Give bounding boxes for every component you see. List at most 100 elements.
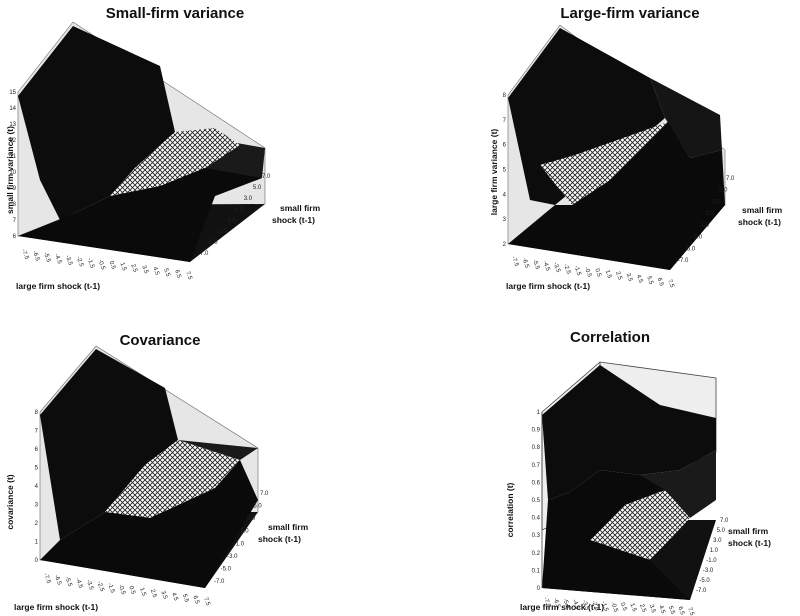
x-tick-label: -5.5: [42, 252, 51, 264]
z-tick-label: 4: [35, 484, 39, 490]
surface-lower-region: [40, 460, 258, 588]
y-axis-label-line1: small firm: [742, 205, 783, 215]
y-axis: -7.0 -5.0 -3.0 -1.0 1.0 3.0 5.0 7.0: [214, 491, 269, 585]
surface-right-slope: [178, 440, 258, 460]
x-tick-label: 1.5: [119, 262, 128, 273]
surface-lower-region: [542, 470, 690, 600]
z-tick-label: 0.7: [532, 463, 541, 469]
x-tick-label: 0.5: [127, 585, 136, 596]
panel-large-firm-variance: Large-firm variance 2 3 4 5 6 7 8 large firm v…: [489, 5, 783, 291]
z-tick-label: 7: [35, 429, 39, 435]
x-tick-label: 4.5: [657, 605, 666, 616]
x-tick-label: -4.5: [571, 599, 580, 611]
z-tick-label: 3: [503, 217, 507, 223]
z-tick-label: 8: [503, 93, 507, 99]
z-axis: 0 0.1 0.2 0.3 0.4 0.5 0.6 0.7 0.8 0.9 1: [532, 410, 541, 592]
z-tick-label: 14: [9, 106, 16, 112]
z-tick-label: 0: [35, 558, 39, 564]
surface-hatched-region: [590, 490, 690, 560]
y-tick-label: -3.0: [216, 229, 227, 235]
y-tick-label: 3.0: [713, 538, 722, 544]
z-tick-label: 0.2: [532, 551, 541, 557]
x-tick-label: -2.5: [75, 256, 84, 268]
x-tick-label: -2.5: [590, 600, 599, 612]
x-tick-label: -3.5: [552, 262, 561, 274]
z-tick-label: 3: [35, 503, 39, 509]
y-axis-label-line2: shock (t-1): [738, 217, 781, 227]
y-tick-label: 1.0: [705, 211, 714, 217]
x-tick-label: 7.5: [666, 279, 675, 290]
surface-ridge: [650, 78, 722, 158]
z-axis: 2 3 4 5 6 7 8: [503, 93, 507, 248]
z-tick-label: 5: [35, 466, 39, 472]
y-tick-label: 5.0: [253, 185, 262, 191]
y-tick-label: -1.0: [699, 223, 710, 229]
z-tick-label: 7: [503, 118, 507, 124]
x-tick-label: 5.5: [667, 605, 676, 616]
chart-title: Large-firm variance: [560, 5, 699, 22]
x-tick-label: -0.5: [609, 601, 618, 613]
z-tick-label: 2: [503, 242, 507, 248]
z-axis-label: correlation (t): [505, 482, 515, 537]
x-axis: -7.5 -6.5 -5.5 -4.5 -3.5 -2.5 -1.5 -0.5 0.5 1.5 2.…: [510, 256, 675, 290]
x-axis-label: large firm shock (t-1): [16, 281, 100, 291]
x-tick-label: -5.5: [561, 598, 570, 610]
surface-upper-sheet: [542, 365, 716, 500]
y-tick-label: 1.0: [235, 207, 244, 213]
z-tick-label: 1: [35, 540, 39, 546]
z-tick-label: 6: [35, 447, 39, 453]
z-tick-label: 10: [9, 170, 16, 176]
z-tick-label: 0.5: [532, 498, 541, 504]
x-tick-label: 7.5: [184, 271, 193, 282]
x-tick-label: 4.5: [170, 592, 179, 603]
y-tick-label: -5.0: [207, 240, 218, 246]
surface-hatched-region: [540, 122, 668, 205]
z-tick-label: 0.4: [532, 516, 541, 522]
x-tick-label: -1.5: [573, 265, 582, 277]
z-axis: 0 1 2 3 4 5 6 7 8: [35, 410, 39, 564]
x-tick-label: 2.5: [129, 263, 138, 274]
y-tick-label: -7.0: [696, 588, 707, 594]
x-tick-label: 2.5: [614, 271, 623, 282]
z-tick-label: 0.9: [532, 428, 541, 434]
x-tick-label: -0.5: [97, 259, 106, 271]
chart-title: Correlation: [570, 329, 650, 346]
surface-lower-region: [18, 168, 262, 262]
z-tick-label: 12: [9, 138, 16, 144]
z-tick-label: 0: [537, 586, 541, 592]
x-tick-label: 4.5: [151, 266, 160, 277]
z-axis-label: covariance (t): [5, 474, 15, 529]
panel-covariance: Covariance 0 1 2 3 4 5 6 7 8 covariance (t) -7.5…: [5, 332, 309, 612]
x-tick-label: 0.5: [619, 602, 628, 613]
y-tick-label: 5.0: [719, 188, 728, 194]
z-tick-label: 11: [10, 154, 17, 160]
x-tick-label: 4.5: [635, 274, 644, 285]
y-tick-label: 1.0: [710, 548, 719, 554]
z-tick-label: 6: [503, 143, 507, 149]
surface-hatched-region: [110, 128, 240, 196]
x-tick-label: -6.5: [552, 597, 561, 609]
y-axis-label-line1: small firm: [728, 526, 769, 536]
x-tick-label: -4.5: [74, 577, 83, 589]
x-tick-label: -5.5: [63, 576, 72, 588]
x-tick-label: -3.5: [581, 599, 590, 611]
x-tick-label: -3.5: [64, 255, 73, 267]
y-tick-label: -5.0: [699, 578, 710, 584]
y-tick-label: -3.0: [703, 568, 714, 574]
x-tick-label: 2.5: [149, 589, 158, 600]
y-tick-label: 1.0: [240, 529, 249, 535]
x-tick-label: 5.5: [162, 268, 171, 279]
x-tick-label: 0.5: [108, 260, 117, 271]
x-tick-label: -1.5: [106, 582, 115, 594]
chart-title: Small-firm variance: [106, 5, 244, 22]
surface-hatched-region: [105, 440, 240, 518]
x-tick-label: 3.5: [140, 265, 149, 276]
x-tick-label: -7.5: [510, 256, 519, 268]
x-tick-label: 3.5: [159, 590, 168, 601]
y-tick-label: -5.0: [221, 566, 232, 572]
y-tick-label: -7.0: [678, 258, 689, 264]
y-tick-label: -7.0: [198, 251, 209, 257]
x-axis: -7.5 -6.5 -5.5 -4.5 -3.5 -2.5 -1.5 -0.5 0.5 1.5 2.…: [42, 573, 211, 608]
x-tick-label: -4.5: [541, 260, 550, 272]
